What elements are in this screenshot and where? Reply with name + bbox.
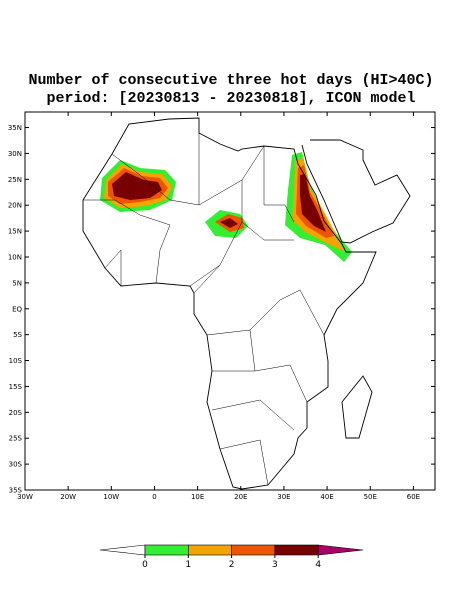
lat-label: 35N bbox=[8, 124, 22, 132]
colorbar: 0 1 2 3 4 bbox=[99, 544, 364, 570]
lon-label: 40E bbox=[320, 493, 333, 501]
colorbar-label: 0 bbox=[142, 560, 148, 570]
lat-label: 20S bbox=[9, 409, 23, 417]
lon-label: 20W bbox=[60, 493, 76, 501]
colorbar-label: 3 bbox=[272, 560, 278, 570]
arabia-coast bbox=[301, 139, 411, 244]
lon-label: 10E bbox=[191, 493, 204, 501]
map-panel bbox=[24, 111, 436, 491]
country-borders bbox=[83, 133, 325, 486]
colorbar-label: 1 bbox=[185, 560, 191, 570]
title-line-1: Number of consecutive three hot days (HI… bbox=[28, 72, 433, 89]
lat-label: 5N bbox=[12, 279, 22, 287]
lon-label: 60E bbox=[407, 493, 420, 501]
colorbar-segment bbox=[231, 544, 276, 556]
lat-label: 15S bbox=[9, 383, 23, 391]
colorbar-label: 2 bbox=[229, 560, 235, 570]
lat-label: 10S bbox=[9, 357, 23, 365]
lat-label: 15N bbox=[8, 228, 22, 236]
lat-label: 25N bbox=[8, 176, 22, 184]
colorbar-segment bbox=[188, 544, 232, 556]
hot-day-areas bbox=[100, 152, 352, 262]
lon-label: 10W bbox=[103, 493, 119, 501]
lon-label: 20E bbox=[234, 493, 247, 501]
lat-label: 35S bbox=[9, 487, 23, 495]
lat-label: 20N bbox=[8, 202, 22, 210]
lat-label: 25S bbox=[9, 435, 23, 443]
colorbar-low-extension bbox=[99, 544, 146, 556]
colorbar-high-extension bbox=[317, 544, 364, 556]
lat-label: 30N bbox=[8, 150, 22, 158]
colorbar-label: 4 bbox=[315, 560, 321, 570]
lon-label: 30E bbox=[277, 493, 290, 501]
lon-label: 50E bbox=[364, 493, 377, 501]
map-frame bbox=[24, 111, 436, 491]
lat-label: 10N bbox=[8, 253, 22, 261]
colorbar-segment bbox=[144, 544, 189, 556]
lat-label: 30S bbox=[9, 461, 23, 469]
lat-label: EQ bbox=[12, 305, 22, 313]
madagascar bbox=[341, 375, 373, 439]
lat-label: 5S bbox=[13, 331, 22, 339]
colorbar-segment bbox=[274, 544, 319, 556]
title-line-2: period: [20230813 - 20230818], ICON mode… bbox=[46, 90, 415, 107]
lon-label: 0 bbox=[152, 493, 156, 501]
lon-label: 30W bbox=[17, 493, 33, 501]
